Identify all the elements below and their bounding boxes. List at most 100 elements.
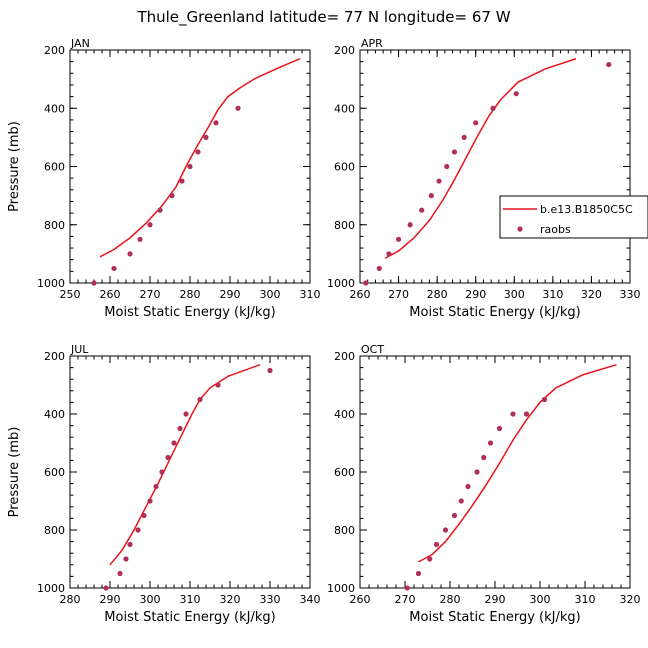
x-axis-label: Moist Static Energy (kJ/kg)	[104, 305, 275, 320]
data-point-raobs	[183, 411, 189, 417]
y-axis-label: Pressure (mb)	[7, 427, 22, 518]
plot-frame	[69, 355, 311, 589]
y-tick-label: 200	[44, 44, 65, 57]
panel-label: APR	[361, 37, 383, 50]
data-point-raobs	[513, 91, 519, 97]
data-point-raobs	[147, 222, 153, 228]
data-point-raobs	[111, 265, 117, 272]
data-point-raobs	[179, 178, 185, 184]
data-point-raobs	[606, 61, 612, 68]
legend-box	[499, 195, 648, 239]
x-tick-label: 320	[620, 593, 641, 606]
x-tick-label: 260	[350, 288, 371, 301]
panel-jul: JUL 280 290 300 310 320 330 340 200 400 600 800 1000…	[7, 343, 321, 625]
data-point-raobs	[165, 454, 171, 461]
x-tick-label: 320	[581, 288, 602, 301]
data-point-raobs	[473, 120, 479, 126]
plot-frame	[359, 355, 631, 589]
data-point-raobs	[157, 207, 163, 213]
data-point-raobs	[159, 469, 165, 475]
data-point-raobs	[490, 105, 496, 111]
x-tick-label: 290	[100, 593, 121, 606]
data-point-raobs	[407, 222, 413, 228]
data-point-raobs	[496, 425, 503, 432]
x-tick-label: 250	[60, 288, 81, 301]
x-axis-label: Moist Static Energy (kJ/kg)	[104, 610, 275, 625]
series-line-model	[384, 58, 577, 259]
x-tick-label: 260	[350, 593, 371, 606]
data-point-raobs	[195, 149, 201, 155]
data-point-raobs	[177, 425, 183, 432]
x-tick-label: 280	[427, 288, 448, 301]
y-tick-label: 800	[334, 219, 355, 232]
y-tick-label: 1000	[37, 582, 65, 595]
x-tick-label: 290	[220, 288, 241, 301]
data-point-raobs	[436, 178, 442, 184]
panel-label: JAN	[70, 37, 90, 50]
data-point-raobs	[103, 585, 109, 591]
x-tick-label: 270	[388, 288, 409, 301]
panel-label: JUL	[70, 343, 89, 356]
data-point-raobs	[523, 411, 530, 417]
data-point-raobs	[461, 134, 467, 140]
data-point-raobs	[267, 367, 273, 374]
y-tick-label: 600	[334, 466, 355, 479]
x-tick-label: 280	[440, 593, 461, 606]
data-point-raobs	[395, 236, 402, 242]
data-point-raobs	[197, 396, 203, 403]
data-point-raobs	[215, 382, 221, 388]
legend-label-model: b.e13.B1850C5C	[540, 203, 633, 216]
y-tick-label: 1000	[37, 277, 65, 290]
x-tick-label: 340	[300, 593, 321, 606]
y-tick-label: 1000	[327, 277, 355, 290]
x-tick-label: 300	[140, 593, 161, 606]
x-tick-label: 290	[465, 288, 486, 301]
y-tick-label: 400	[44, 102, 65, 115]
plot-frame	[359, 49, 631, 284]
x-tick-label: 310	[180, 593, 201, 606]
data-point-raobs	[127, 541, 133, 548]
data-point-raobs	[127, 251, 133, 257]
data-point-raobs	[444, 163, 450, 170]
y-tick-label: 200	[334, 350, 355, 363]
data-point-raobs	[474, 469, 480, 475]
y-tick-label: 1000	[327, 582, 355, 595]
panel-jan: JAN 250 260 270 280 290 300 310 200 400 600 800 1000…	[7, 37, 321, 320]
data-point-raobs	[153, 483, 159, 490]
data-point-raobs	[137, 236, 143, 242]
data-point-raobs	[147, 498, 153, 504]
y-tick-label: 600	[44, 161, 65, 174]
x-tick-label: 280	[180, 288, 201, 301]
data-point-raobs	[404, 585, 410, 591]
data-point-raobs	[169, 193, 175, 199]
data-point-raobs	[465, 483, 471, 490]
data-point-raobs	[123, 556, 129, 562]
x-tick-label: 270	[140, 288, 161, 301]
series-line-model	[99, 58, 301, 258]
y-axis-label: Pressure (mb)	[7, 121, 22, 212]
data-point-raobs	[135, 527, 141, 533]
data-point-raobs	[117, 570, 123, 577]
data-point-raobs	[451, 512, 458, 519]
y-tick-label: 400	[334, 102, 355, 115]
x-tick-label: 260	[100, 288, 121, 301]
x-tick-label: 300	[504, 288, 525, 301]
data-point-raobs	[458, 498, 464, 504]
x-tick-label: 280	[60, 593, 81, 606]
figure-title: Thule_Greenland latitude= 77 N longitude…	[136, 8, 510, 27]
x-tick-label: 310	[575, 593, 596, 606]
y-tick-label: 400	[44, 408, 65, 421]
y-tick-label: 400	[334, 408, 355, 421]
panel-apr: APR 260 270 280 290 300 310 320 330 200 400 600 800 1…	[327, 37, 641, 320]
panel-label: OCT	[361, 343, 384, 356]
data-point-raobs	[541, 396, 548, 403]
data-point-raobs	[376, 265, 382, 272]
data-point-raobs	[235, 105, 241, 111]
series-line-model	[418, 363, 617, 563]
data-point-raobs	[510, 411, 516, 417]
data-point-raobs	[419, 207, 425, 213]
x-axis-label: Moist Static Energy (kJ/kg)	[409, 610, 580, 625]
legend-label-obs: raobs	[540, 223, 571, 236]
x-tick-label: 310	[542, 288, 563, 301]
